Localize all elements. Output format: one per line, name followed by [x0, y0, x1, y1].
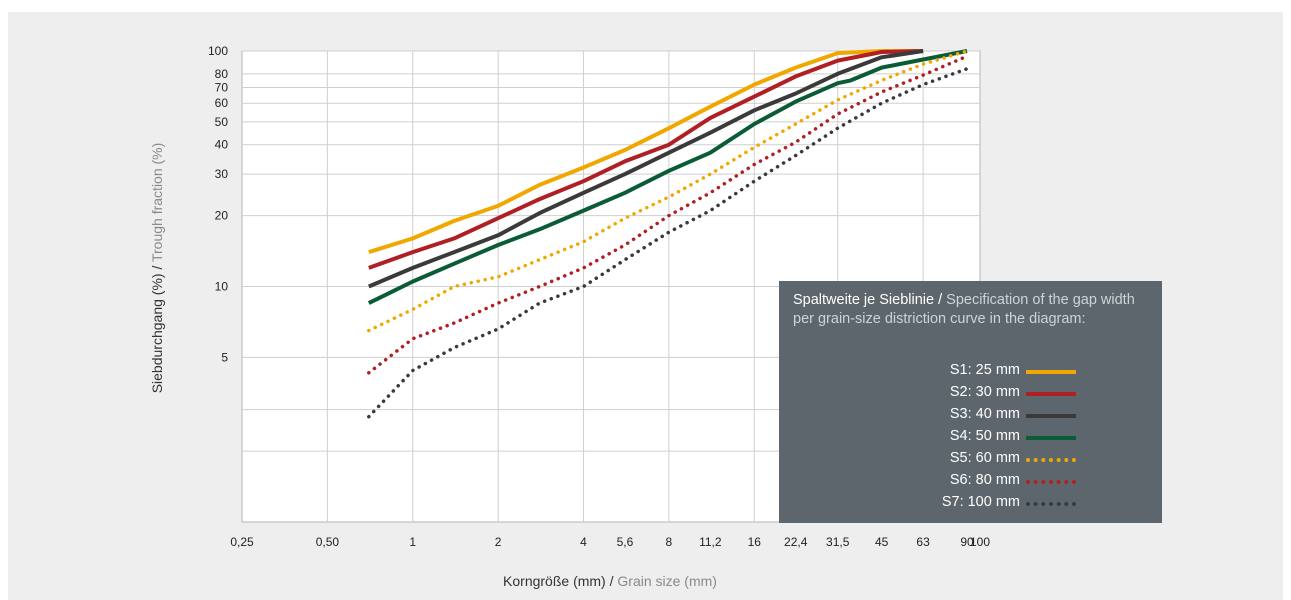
y-tick-label: 20: [215, 209, 229, 223]
legend-swatch: [1026, 480, 1076, 484]
legend-entry-label: S3: 40 mm: [949, 406, 1020, 422]
x-tick-label: 2: [495, 535, 502, 549]
legend-entry-label: S5: 60 mm: [949, 450, 1020, 466]
x-tick-label: 22,4: [784, 535, 808, 549]
y-tick-label: 50: [215, 115, 229, 129]
x-tick-label: 0,25: [230, 535, 254, 549]
x-tick-label: 4: [580, 535, 587, 549]
x-tick-label: 11,2: [699, 535, 722, 549]
series-line-s2: [368, 49, 924, 270]
series-line-s7: [367, 67, 969, 419]
legend-entry-s1: S1: 25 mm: [779, 362, 1162, 382]
x-tick-label: 45: [875, 535, 889, 549]
x-tick-label: 31,5: [826, 535, 850, 549]
legend-title: Spaltweite je Sieblinie / Specification …: [793, 291, 1153, 329]
legend-entry-s4: S4: 50 mm: [779, 428, 1162, 448]
y-tick-label: 5: [221, 350, 228, 364]
series-line-s6: [367, 54, 969, 375]
legend-swatch: [1026, 392, 1076, 396]
legend-swatch: [1026, 458, 1076, 462]
y-tick-label: 60: [215, 96, 229, 110]
legend-entry-label: S4: 50 mm: [949, 428, 1020, 444]
x-tick-label: 100: [970, 535, 990, 549]
y-axis-label: Siebdurchgang (%) / Trough fraction (%): [149, 143, 165, 394]
legend-title-en: Specification of the gap width per grain…: [793, 292, 1135, 327]
legend-entry-s3: S3: 40 mm: [779, 406, 1162, 426]
y-tick-label: 80: [215, 67, 229, 81]
legend-entry-label: S1: 25 mm: [949, 362, 1020, 378]
y-axis-label-en: Trough fraction (%): [149, 143, 165, 262]
x-axis-label-de: Korngröße (mm): [503, 573, 606, 589]
series-line-s1: [368, 49, 924, 255]
legend-entry-s5: S5: 60 mm: [779, 450, 1162, 470]
legend-box: Spaltweite je Sieblinie / Specification …: [779, 281, 1162, 523]
x-tick-label: 16: [748, 535, 762, 549]
x-tick-label: 90: [960, 535, 974, 549]
legend-title-de: Spaltweite je Sieblinie /: [793, 292, 943, 308]
legend-swatch: [1026, 502, 1076, 506]
x-tick-label: 8: [666, 535, 673, 549]
legend-entry-label: S7: 100 mm: [941, 494, 1020, 510]
x-tick-label: 1: [409, 535, 416, 549]
series-lines: [367, 49, 969, 419]
legend-swatch: [1026, 370, 1076, 374]
x-tick-label: 0,50: [316, 535, 340, 549]
y-tick-label: 10: [215, 280, 229, 294]
legend-entry-label: S6: 80 mm: [949, 472, 1020, 488]
series-line-s3: [368, 49, 924, 289]
legend-entry-s6: S6: 80 mm: [779, 472, 1162, 492]
x-tick-label: 63: [916, 535, 930, 549]
x-tick-label: 5,6: [617, 535, 634, 549]
y-axis-label-de: Siebdurchgang (%): [149, 273, 165, 393]
legend-entry-s2: S2: 30 mm: [779, 384, 1162, 404]
y-tick-label: 70: [215, 80, 229, 94]
y-tick-label: 100: [208, 44, 228, 58]
legend-swatch: [1026, 436, 1076, 440]
y-tick-label: 40: [215, 138, 229, 152]
legend-entry-label: S2: 30 mm: [949, 384, 1020, 400]
legend-swatch: [1026, 414, 1076, 418]
y-tick-label: 30: [215, 167, 229, 181]
x-axis-label-en: Grain size (mm): [617, 573, 717, 589]
legend-entry-s7: S7: 100 mm: [779, 494, 1162, 514]
x-axis-label: Korngröße (mm) / Grain size (mm): [503, 573, 717, 589]
series-line-s4: [367, 49, 968, 305]
